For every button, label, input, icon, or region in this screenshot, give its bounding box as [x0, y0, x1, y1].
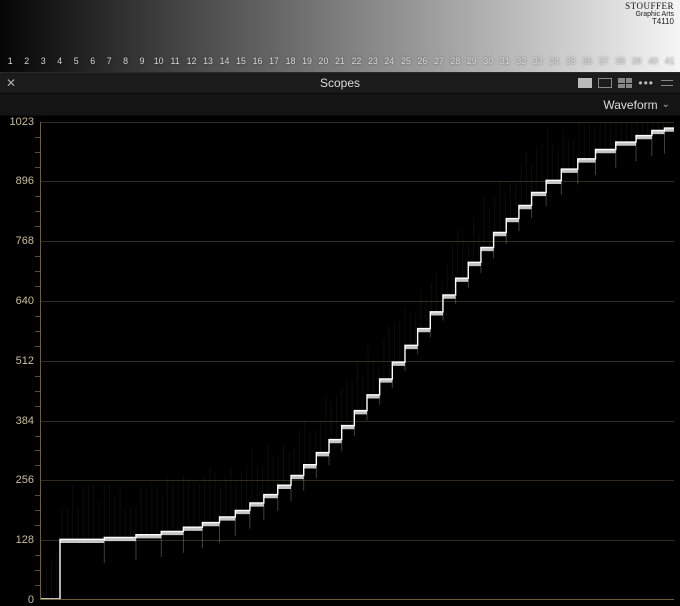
y-axis-label: 0 [28, 594, 34, 606]
view-layout-controls: ••• [578, 77, 680, 89]
strip-step-number: 4 [51, 56, 67, 66]
strip-step-number: 23 [365, 56, 381, 66]
strip-step-number: 26 [414, 56, 430, 66]
scope-mode-bar: Waveform ⌄ [0, 94, 680, 116]
strip-step-number: 37 [595, 56, 611, 66]
strip-step-number: 25 [398, 56, 414, 66]
strip-step-number: 11 [167, 56, 183, 66]
strip-step-number: 30 [480, 56, 496, 66]
strip-step-number: 24 [381, 56, 397, 66]
y-axis: 0 128 256 384 512 640 768 896 1023 [0, 116, 40, 606]
strip-step-number: 14 [216, 56, 232, 66]
strip-step-number: 28 [447, 56, 463, 66]
strip-step-number: 7 [101, 56, 117, 66]
strip-step-number: 22 [348, 56, 364, 66]
strip-step-number: 5 [68, 56, 84, 66]
strip-step-number: 29 [464, 56, 480, 66]
strip-step-number: 21 [332, 56, 348, 66]
strip-step-number: 32 [513, 56, 529, 66]
strip-step-number: 41 [661, 56, 677, 66]
options-menu-icon[interactable]: ••• [638, 78, 654, 88]
y-axis-label: 640 [16, 295, 34, 307]
strip-brand: STOUFFER Graphic Arts T4110 [625, 2, 674, 26]
strip-step-number: 35 [562, 56, 578, 66]
strip-step-number: 9 [134, 56, 150, 66]
chevron-down-icon[interactable]: ⌄ [662, 99, 670, 110]
y-axis-label: 768 [16, 235, 34, 247]
strip-step-number: 6 [84, 56, 100, 66]
y-axis-label: 384 [16, 415, 34, 427]
layout-grid-icon[interactable] [618, 78, 632, 88]
scope-plot: 0 128 256 384 512 640 768 896 1023 [0, 116, 680, 606]
strip-step-number: 18 [282, 56, 298, 66]
strip-step-number: 2 [18, 56, 34, 66]
y-axis-label: 512 [16, 355, 34, 367]
strip-step-number: 40 [645, 56, 661, 66]
brand-name: STOUFFER [625, 2, 674, 11]
strip-step-number: 19 [299, 56, 315, 66]
strip-step-number: 13 [200, 56, 216, 66]
y-axis-label: 896 [16, 175, 34, 187]
strip-step-number: 34 [546, 56, 562, 66]
strip-step-number: 12 [183, 56, 199, 66]
scope-mode-select[interactable]: Waveform [603, 98, 657, 112]
close-icon[interactable]: ✕ [0, 76, 22, 90]
y-axis-label: 1023 [10, 116, 34, 128]
settings-sliders-icon[interactable] [660, 77, 674, 89]
strip-step-number: 8 [117, 56, 133, 66]
waveform-trace [41, 122, 674, 599]
strip-step-number: 15 [233, 56, 249, 66]
strip-step-number: 16 [249, 56, 265, 66]
strip-step-number: 20 [315, 56, 331, 66]
panel-title-bar: ✕ Scopes ••• [0, 72, 680, 94]
strip-step-number: 1 [2, 56, 18, 66]
strip-step-numbers: 4140393837363534333231302928272625242322… [0, 56, 680, 66]
strip-step-number: 39 [628, 56, 644, 66]
strip-step-number: 38 [612, 56, 628, 66]
strip-step-number: 31 [497, 56, 513, 66]
y-axis-label: 256 [16, 474, 34, 486]
strip-step-number: 10 [150, 56, 166, 66]
strip-step-number: 27 [431, 56, 447, 66]
calibration-strip: STOUFFER Graphic Arts T4110 414039383736… [0, 0, 680, 72]
plot-area [40, 122, 674, 600]
strip-step-number: 3 [35, 56, 51, 66]
strip-step-number: 36 [579, 56, 595, 66]
y-axis-label: 128 [16, 534, 34, 546]
layout-alt-icon[interactable] [598, 78, 612, 88]
strip-step-number: 17 [266, 56, 282, 66]
brand-code: T4110 [625, 18, 674, 26]
layout-single-icon[interactable] [578, 78, 592, 88]
strip-step-number: 33 [530, 56, 546, 66]
